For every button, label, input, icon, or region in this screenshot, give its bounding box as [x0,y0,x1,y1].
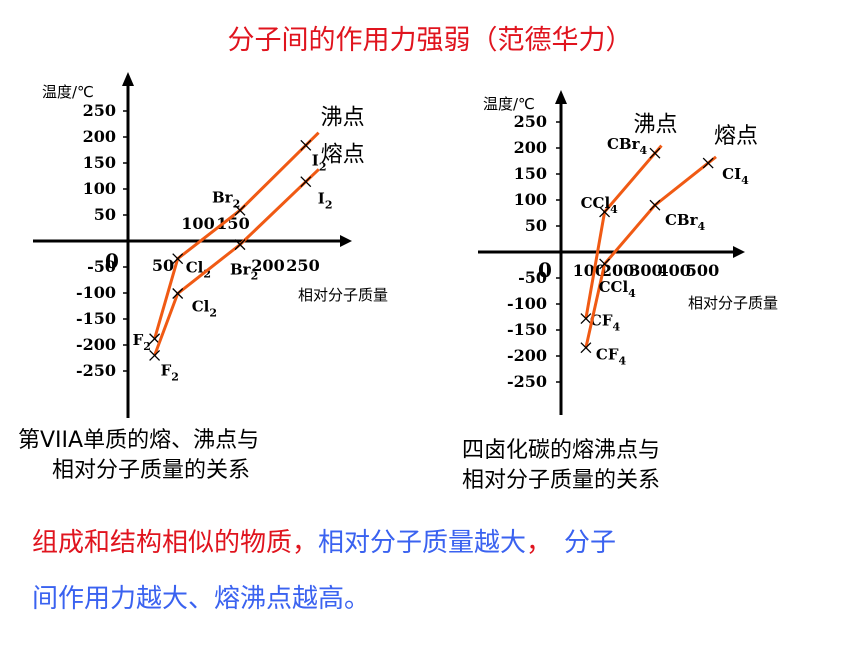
chart2-x-tick-label: 400 [657,261,690,280]
chart2-y-tick-label: -250 [507,372,547,391]
conclusion-red: 组成和结构相似的物质， [32,528,319,558]
chart2-y-tick-label: -50 [518,268,547,287]
chart1-point-F2 [149,349,161,361]
chart2-y-label: 温度/℃ [483,95,535,113]
chart2-y-tick-label: 200 [514,138,547,157]
chart1-y-tick-label: -250 [76,361,116,380]
chart2-series-label: 沸点 [633,113,677,138]
conclusion-blue-2: 分子 [564,528,617,558]
chart1-x-tick-label: 50 [152,256,174,275]
chart1-y-label: 温度/℃ [42,83,94,101]
chart1-y-tick-label: 200 [83,127,116,146]
chart1-y-tick-label: -100 [76,283,116,302]
chart2-point-label: CF4 [590,312,621,334]
chart2-point-CCl4 [599,206,611,218]
chart1-y-tick-label: 100 [83,179,116,198]
chart1-y-tick-label: 250 [83,101,116,120]
chart1-y-tick-label: 150 [83,153,116,172]
chart2-point-CF4 [580,313,592,325]
conclusion-comma: ， [526,528,553,558]
chart1-x-tick-label: 250 [286,256,319,275]
chart1-y-tick-label: -50 [87,257,116,276]
conclusion-line2: 间作用力越大、熔沸点越高。 [32,584,371,614]
chart1-origin: 0 [105,249,119,273]
chart1-point-Cl2 [172,288,184,299]
chart2-point-label: CCl4 [599,278,637,300]
chart2-y-arrow [555,90,567,104]
conclusion-blue: 相对分子质量越大 [318,528,527,558]
chart1-point-label: Br2 [230,261,258,283]
chart2-x-tick-label: 500 [686,261,719,280]
chart2-y-tick-label: -150 [507,320,547,339]
conclusion-line1: 组成和结构相似的物质，相对分子质量越大， 分子 [32,522,616,559]
chart1-point-I2 [300,139,312,151]
chart1-point-Br2 [234,239,246,251]
chart1-point-label: F2 [161,361,179,383]
chart2-point-label: CI4 [722,165,749,187]
chart1-x-label: 相对分子质量 [298,286,388,304]
chart1-y-tick-label: 50 [94,205,116,224]
chart1-y-arrow [122,72,134,86]
chart1-x-arrow [340,235,352,247]
chart1-point-label: I2 [318,190,333,212]
chart1-series-label: 熔点 [321,142,365,167]
chart2-x-tick-label: 100 [573,261,606,280]
chart2-point-CBr4 [649,147,661,159]
chart2-x-tick-label: 200 [601,261,634,280]
chart1-point-Cl2 [172,253,184,265]
chart2-point-CBr4 [649,199,661,211]
chart1-point-F2 [149,333,161,345]
chart1-x-tick-label: 150 [216,214,249,233]
chart2-x-label: 相对分子质量 [688,294,778,312]
chart2-origin: 0 [538,258,552,282]
chart1-x-tick-label: 200 [251,256,284,275]
chart1-point-Br2 [234,204,246,216]
chart2-y-tick-label: -100 [507,294,547,313]
chart2-point-label: CBr4 [665,211,706,233]
chart2-y-tick-label: 150 [514,164,547,183]
chart2-y-tick-label: 250 [514,112,547,131]
chart2-y-tick-label: 50 [525,216,547,235]
chart1-x-tick-label: 100 [181,214,214,233]
chart1-caption: 第VIIA单质的熔、沸点与 相对分子质量的关系 [18,426,259,486]
chart2-point-CI4 [702,157,714,169]
chart2-caption-line1: 四卤化碳的熔沸点与 [462,438,661,463]
chart1-point-label: F2 [133,331,151,353]
page-title: 分子间的作用力强弱（范德华力） [227,25,633,56]
chart1-y-tick-label: -200 [76,335,116,354]
chart1-point-I2 [300,176,312,188]
chart2-x-arrow [733,246,745,258]
chart1-point-label: Cl2 [186,259,211,281]
chart2-point-label: CCl4 [581,194,619,216]
chart2-point-label: CBr4 [607,135,648,157]
chart1-line-boiling [153,131,320,340]
chart2-x-tick-label: 300 [629,261,662,280]
chart1-series-label: 沸点 [321,106,365,131]
chart2-point-CCl4 [599,258,611,270]
chart1-caption-line1: 第VIIA单质的熔、沸点与 [18,428,260,453]
chart1-point-label: Cl2 [192,298,217,320]
chart2-caption: 四卤化碳的熔沸点与 相对分子质量的关系 [462,436,660,496]
chart2-series-label: 熔点 [714,124,758,149]
chart1-point-label: I2 [312,151,327,173]
chart1-y-tick-label: -150 [76,309,116,328]
chart1-caption-line2: 相对分子质量的关系 [52,458,251,483]
chart2-point-CF4 [580,342,592,354]
chart1-point-label: Br2 [212,188,240,210]
chart2-y-tick-label: 100 [514,190,547,209]
chart2-caption-line2: 相对分子质量的关系 [462,468,661,493]
chart2-point-label: CF4 [596,346,627,368]
chart2-y-tick-label: -200 [507,346,547,365]
